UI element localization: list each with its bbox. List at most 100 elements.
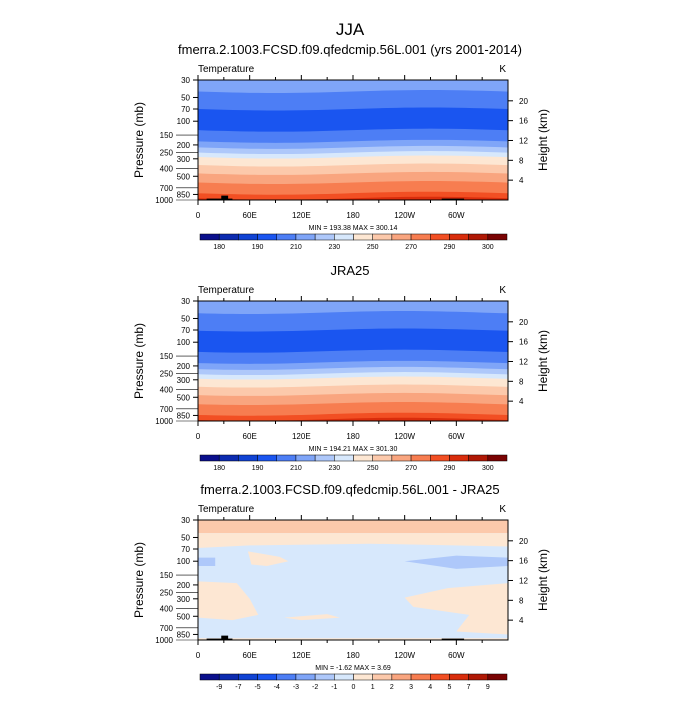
y-tick-label: 150 [160, 571, 174, 580]
colorbar-box [199, 233, 220, 241]
panel-left-label: Temperature [198, 64, 255, 75]
y-tick-label: 850 [177, 411, 191, 420]
colorbar-box [449, 233, 469, 241]
y-tick-label: 1000 [155, 636, 173, 645]
colorbar-box [449, 454, 469, 462]
colorbar-box [314, 454, 335, 462]
y-axis-right-label: Height (km) [536, 109, 550, 171]
colorbar-box [295, 233, 316, 241]
panel-units: K [499, 64, 506, 75]
colorbar-box [295, 454, 316, 462]
contour-band [198, 533, 508, 549]
colorbar-label: 230 [328, 244, 340, 251]
y-right-tick-label: 20 [519, 537, 528, 546]
colorbar-box [238, 454, 258, 462]
y-tick-label: 1000 [155, 417, 173, 426]
y-right-tick-label: 8 [519, 596, 524, 605]
colorbar-label: 290 [444, 465, 456, 472]
x-tick-label: 120W [394, 432, 415, 441]
y-right-tick-label: 16 [519, 338, 528, 347]
colorbar-label: 2 [390, 684, 394, 691]
colorbar-box [353, 673, 373, 681]
contour-band [198, 349, 508, 365]
y-axis-label: Pressure (mb) [132, 102, 146, 178]
x-tick-label: 120E [292, 211, 311, 220]
colorbar-label: 210 [290, 244, 302, 251]
colorbar-label: 270 [405, 244, 417, 251]
topography-mask [206, 638, 233, 640]
topography-mask [441, 638, 465, 640]
colorbar-box [487, 233, 508, 241]
x-tick-label: 60W [448, 651, 465, 660]
y-tick-label: 300 [177, 376, 191, 385]
figure-title: JJA [336, 20, 365, 39]
colorbar-label: -4 [274, 684, 280, 691]
colorbar-label: 5 [447, 684, 451, 691]
colorbar-box [468, 454, 489, 462]
colorbar-box [372, 454, 393, 462]
x-tick-label: 120W [394, 651, 415, 660]
topography-mask [221, 195, 229, 200]
colorbar-label: 1 [371, 684, 375, 691]
contour-band [198, 196, 508, 200]
x-tick-label: 120W [394, 211, 415, 220]
colorbar-label: -3 [293, 684, 299, 691]
y-right-tick-label: 12 [519, 136, 528, 145]
colorbar-label: -2 [312, 684, 318, 691]
y-right-tick-label: 20 [519, 318, 528, 327]
x-tick-label: 120E [292, 432, 311, 441]
y-tick-label: 400 [160, 605, 174, 614]
y-tick-label: 150 [160, 131, 174, 140]
contour-band [198, 557, 216, 566]
y-right-tick-label: 12 [519, 576, 528, 585]
colorbar-label: -7 [235, 684, 241, 691]
colorbar-label: -1 [331, 684, 337, 691]
y-right-tick-label: 16 [519, 557, 528, 566]
colorbar-box [238, 233, 258, 241]
stats-label: MIN = -1.62 MAX = 3.69 [315, 665, 391, 672]
y-tick-label: 70 [181, 105, 190, 114]
colorbar-box [276, 233, 297, 241]
y-axis-label: Pressure (mb) [132, 542, 146, 618]
colorbar-box [391, 673, 412, 681]
y-axis-label: Pressure (mb) [132, 323, 146, 399]
colorbar-box [314, 673, 335, 681]
colorbar-box [218, 454, 239, 462]
contour-band [198, 520, 508, 534]
colorbar-box [468, 233, 489, 241]
colorbar-box [238, 673, 258, 681]
contour-band [198, 311, 508, 332]
colorbar-label: 250 [367, 465, 379, 472]
x-tick-label: 0 [196, 651, 201, 660]
stats-label: MIN = 194.21 MAX = 301.30 [309, 446, 398, 453]
colorbar-box [410, 233, 431, 241]
panel-units: K [499, 285, 506, 296]
y-axis-right-label: Height (km) [536, 549, 550, 611]
y-tick-label: 30 [181, 516, 190, 525]
y-tick-label: 250 [160, 589, 174, 598]
colorbar-label: 180 [213, 465, 225, 472]
colorbar-box [430, 673, 450, 681]
y-tick-label: 100 [177, 557, 191, 566]
colorbar-label: 270 [405, 465, 417, 472]
y-tick-label: 500 [177, 393, 191, 402]
contour-band [198, 107, 508, 133]
y-tick-label: 50 [181, 93, 190, 102]
y-tick-label: 200 [177, 362, 191, 371]
x-tick-label: 180 [346, 211, 360, 220]
panel-2: JRA25 Temperature K 0 60E 120E 180 120W 60W 30 50 7… [132, 263, 550, 472]
panel-left-label: Temperature [198, 285, 255, 296]
colorbar-label: 0 [352, 684, 356, 691]
colorbar-label: 7 [467, 684, 471, 691]
y-tick-label: 700 [160, 184, 174, 193]
y-tick-label: 200 [177, 581, 191, 590]
x-tick-label: 60E [243, 651, 257, 660]
y-right-tick-label: 16 [519, 117, 528, 126]
colorbar-box [257, 233, 277, 241]
x-tick-label: 180 [346, 432, 360, 441]
contour-band [404, 583, 508, 635]
colorbar-box [257, 673, 277, 681]
colorbar-label: 300 [482, 244, 494, 251]
colorbar-label: 230 [328, 465, 340, 472]
